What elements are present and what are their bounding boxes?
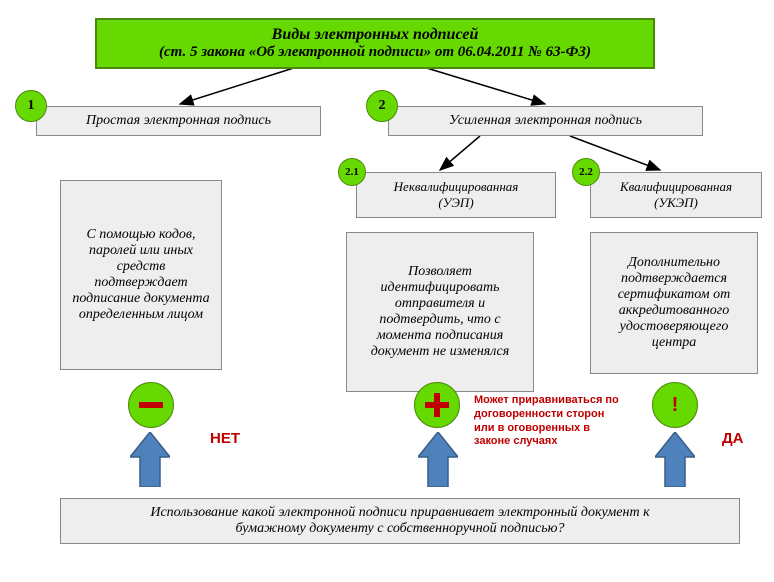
header-line2: (ст. 5 закона «Об электронной подписи» о… xyxy=(105,44,645,61)
box1-label: Простая электронная подпись xyxy=(86,113,271,128)
footer-line1: Использование какой электронной подписи … xyxy=(69,505,731,521)
footer-line2: бумажному документу с собственноручной п… xyxy=(69,521,731,537)
num-circle-2: 2 xyxy=(366,90,398,122)
minus-icon xyxy=(139,402,163,408)
box22-line2: (УКЭП) xyxy=(599,195,753,211)
num-circle-21: 2.1 xyxy=(338,158,366,186)
minus-circle xyxy=(128,382,174,428)
header-box: Виды электронных подписей (ст. 5 закона … xyxy=(95,18,655,69)
blue-arrow-1 xyxy=(130,432,170,487)
num-circle-22: 2.2 xyxy=(572,158,600,186)
answer-note: Может приравниваться по договоренности с… xyxy=(474,394,624,449)
desc-simple: С помощью кодов, паролей или иных средст… xyxy=(60,180,222,370)
blue-arrow-2 xyxy=(418,432,458,487)
box21-line2: (УЭП) xyxy=(365,195,547,211)
header-line1: Виды электронных подписей xyxy=(105,26,645,44)
desc-unqualified: Позволяет идентифицировать отправителя и… xyxy=(346,232,534,392)
box2-label: Усиленная электронная подпись xyxy=(449,113,642,128)
desc-qualified: Дополнительно подтверждается сертификато… xyxy=(590,232,758,374)
box-enhanced-signature: Усиленная электронная подпись xyxy=(388,106,703,136)
num-circle-1: 1 xyxy=(15,90,47,122)
excl-circle: ! xyxy=(652,382,698,428)
footer-question: Использование какой электронной подписи … xyxy=(60,498,740,544)
box-qualified: Квалифицированная (УКЭП) xyxy=(590,172,762,218)
box-unqualified: Неквалифицированная (УЭП) xyxy=(356,172,556,218)
box22-line1: Квалифицированная xyxy=(599,179,753,195)
blue-arrow-3 xyxy=(655,432,695,487)
box-simple-signature: Простая электронная подпись xyxy=(36,106,321,136)
plus-icon-v xyxy=(434,393,440,417)
answer-no: НЕТ xyxy=(210,430,240,447)
plus-circle xyxy=(414,382,460,428)
answer-yes: ДА xyxy=(722,430,744,447)
box21-line1: Неквалифицированная xyxy=(365,179,547,195)
excl-icon: ! xyxy=(672,394,679,417)
